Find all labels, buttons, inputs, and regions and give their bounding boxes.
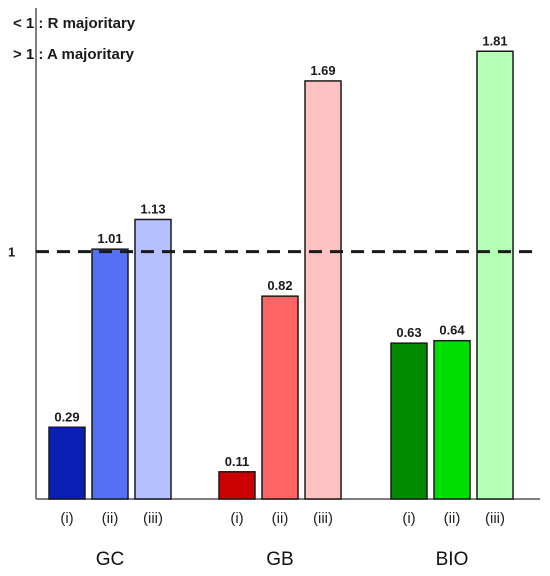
x-tick-label-gc-3: (iii) bbox=[143, 510, 163, 527]
labels-layer: 1 0.29 (i) 1.01 (ii) 1.13 (iii) GC 0.11 (i) 0.82 (i… bbox=[8, 33, 508, 570]
x-tick-label-gb-1: (i) bbox=[230, 510, 243, 527]
value-label-gc-2: 1.01 bbox=[97, 231, 122, 246]
group-label-gc: GC bbox=[96, 549, 125, 570]
group-label-gb: GB bbox=[266, 549, 293, 570]
bar-bio-3 bbox=[476, 50, 514, 500]
value-label-bio-1: 0.63 bbox=[396, 325, 421, 340]
bar-gc-1 bbox=[48, 426, 86, 500]
bar-gc-2 bbox=[91, 248, 129, 500]
x-tick-label-gc-1: (i) bbox=[60, 510, 73, 527]
x-tick-label-bio-3: (iii) bbox=[485, 510, 505, 527]
value-label-gc-3: 1.13 bbox=[140, 201, 165, 216]
x-tick-label-bio-1: (i) bbox=[402, 510, 415, 527]
x-tick-label-gb-2: (ii) bbox=[272, 510, 289, 527]
legend-line-a-majoritary: > 1 : A majoritary bbox=[13, 46, 135, 63]
value-label-gb-2: 0.82 bbox=[267, 278, 292, 293]
value-label-gb-3: 1.69 bbox=[310, 63, 335, 78]
x-tick-label-gc-2: (ii) bbox=[102, 510, 119, 527]
bar-gb-2 bbox=[261, 295, 299, 500]
value-label-bio-3: 1.81 bbox=[482, 33, 507, 48]
value-label-gb-1: 0.11 bbox=[225, 454, 250, 469]
x-tick-label-bio-2: (ii) bbox=[444, 510, 461, 527]
bar-gb-3 bbox=[304, 80, 342, 500]
value-label-gc-1: 0.29 bbox=[54, 409, 79, 424]
x-tick-label-gb-3: (iii) bbox=[313, 510, 333, 527]
value-label-bio-2: 0.64 bbox=[439, 323, 465, 338]
bar-gc-3 bbox=[134, 218, 172, 500]
group-label-bio: BIO bbox=[436, 549, 469, 570]
bar-gb-1 bbox=[218, 471, 256, 500]
bar-bio-2 bbox=[433, 339, 471, 500]
legend-line-r-majoritary: < 1 : R majoritary bbox=[13, 15, 136, 32]
y-tick-label: 1 bbox=[8, 245, 15, 260]
bar-bio-1 bbox=[390, 342, 428, 500]
bars-layer bbox=[48, 50, 514, 500]
